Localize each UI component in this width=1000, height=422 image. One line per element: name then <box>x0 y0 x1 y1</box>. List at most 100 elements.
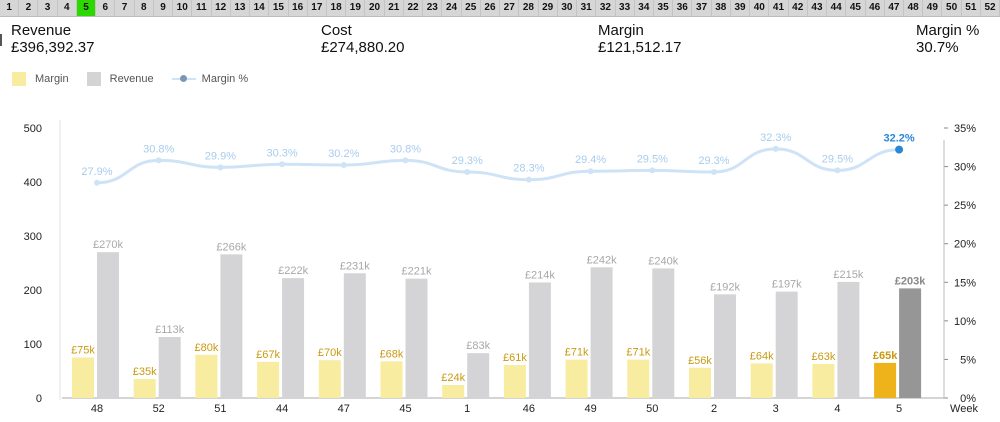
x-tick-label: 44 <box>276 403 288 415</box>
margin-bar-label: £65k <box>873 350 898 362</box>
margin-bar <box>133 379 156 398</box>
week-selector-item-11[interactable]: 11 <box>192 0 212 16</box>
margin-bar <box>318 360 341 398</box>
week-selector-item-47[interactable]: 47 <box>885 0 905 16</box>
margin-pct-label: 29.3% <box>698 155 729 167</box>
week-selector-item-44[interactable]: 44 <box>827 0 847 16</box>
week-selector-item-6[interactable]: 6 <box>96 0 116 16</box>
kpi-cost-label: Cost <box>321 22 352 39</box>
week-selector-item-29[interactable]: 29 <box>539 0 558 16</box>
margin-pct-point <box>772 145 779 152</box>
week-selector-item-32[interactable]: 32 <box>596 0 616 16</box>
revenue-bar <box>282 278 305 398</box>
week-selector-item-15[interactable]: 15 <box>269 0 289 16</box>
y2-tick-label: 0% <box>960 393 976 405</box>
week-selector-item-33[interactable]: 33 <box>616 0 635 16</box>
revenue-bar <box>899 288 922 398</box>
week-selector-item-20[interactable]: 20 <box>365 0 385 16</box>
kpi-margin-pct-label: Margin % <box>916 22 980 39</box>
margin-pct-point <box>155 157 162 164</box>
week-selector-item-49[interactable]: 49 <box>923 0 943 16</box>
y-tick-label: 500 <box>24 123 42 135</box>
week-selector-item-51[interactable]: 51 <box>962 0 981 16</box>
week-selector-item-30[interactable]: 30 <box>558 0 578 16</box>
week-selector-item-2[interactable]: 2 <box>19 0 39 16</box>
week-selector-item-9[interactable]: 9 <box>154 0 174 16</box>
y2-tick-label: 20% <box>954 239 976 251</box>
week-selector-item-10[interactable]: 10 <box>173 0 193 16</box>
week-selector-item-39[interactable]: 39 <box>731 0 751 16</box>
week-selector-item-28[interactable]: 28 <box>519 0 539 16</box>
week-selector-item-24[interactable]: 24 <box>442 0 462 16</box>
week-selector-item-7[interactable]: 7 <box>115 0 135 16</box>
legend-item-margin-pct[interactable]: Margin % <box>171 73 248 85</box>
week-selector-item-18[interactable]: 18 <box>327 0 347 16</box>
week-selector-item-36[interactable]: 36 <box>673 0 693 16</box>
week-selector-item-17[interactable]: 17 <box>308 0 327 16</box>
margin-pct-label: 29.3% <box>452 155 483 167</box>
week-selector-item-35[interactable]: 35 <box>654 0 674 16</box>
x-tick-label: 49 <box>584 403 596 415</box>
week-selector-item-14[interactable]: 14 <box>250 0 270 16</box>
revenue-bar-label: £242k <box>587 254 617 266</box>
revenue-bar-label: £240k <box>648 255 678 267</box>
revenue-bar <box>158 336 181 398</box>
margin-bar <box>442 385 465 398</box>
y-tick-label: 200 <box>24 285 42 297</box>
week-selector-item-41[interactable]: 41 <box>769 0 789 16</box>
week-selector-item-22[interactable]: 22 <box>404 0 424 16</box>
margin-pct-label: 29.4% <box>575 154 606 166</box>
week-selector-item-34[interactable]: 34 <box>635 0 654 16</box>
legend-item-revenue[interactable]: Revenue <box>86 72 154 86</box>
revenue-bar-label: £266k <box>216 241 246 253</box>
week-selector-item-25[interactable]: 25 <box>462 0 481 16</box>
y2-tick-label: 35% <box>954 123 976 135</box>
revenue-bar <box>343 273 366 398</box>
week-selector-item-37[interactable]: 37 <box>692 0 712 16</box>
y2-tick-label: 30% <box>954 162 976 174</box>
kpi-revenue-value: £396,392.37 <box>11 39 95 56</box>
week-selector-item-8[interactable]: 8 <box>135 0 154 16</box>
kpi-margin-pct: Margin % 30.7% <box>916 22 979 57</box>
week-selector-item-21[interactable]: 21 <box>385 0 404 16</box>
kpi-cost-value: £274,880.20 <box>321 39 405 56</box>
x-axis-title: Week <box>950 403 978 415</box>
x-tick-label: 51 <box>214 403 226 415</box>
week-selector-item-12[interactable]: 12 <box>212 0 231 16</box>
x-tick-label: 52 <box>153 403 165 415</box>
margin-bar-label: £68k <box>380 348 404 360</box>
week-selector-item-43[interactable]: 43 <box>808 0 828 16</box>
week-selector-item-13[interactable]: 13 <box>231 0 251 16</box>
margin-pct-point <box>340 162 347 169</box>
week-selector-item-46[interactable]: 46 <box>866 0 885 16</box>
revenue-bar-label: £83k <box>466 340 490 352</box>
week-selector-item-27[interactable]: 27 <box>500 0 520 16</box>
week-selector-item-26[interactable]: 26 <box>481 0 501 16</box>
week-selector-item-5[interactable]: 5 <box>76 0 97 16</box>
week-selector-item-50[interactable]: 50 <box>942 0 962 16</box>
x-tick-label: 5 <box>896 403 902 415</box>
margin-pct-point <box>217 164 224 171</box>
legend-item-margin[interactable]: Margin <box>12 72 69 86</box>
week-selector-item-19[interactable]: 19 <box>346 0 366 16</box>
revenue-bar <box>775 291 798 398</box>
margin-pct-label: 29.5% <box>822 153 853 165</box>
kpi-revenue: Revenue £396,392.37 <box>11 22 94 57</box>
week-selector-item-23[interactable]: 23 <box>423 0 443 16</box>
week-selector-item-38[interactable]: 38 <box>712 0 731 16</box>
week-selector-item-31[interactable]: 31 <box>577 0 597 16</box>
revenue-bar-label: £270k <box>93 239 123 251</box>
week-selector-item-48[interactable]: 48 <box>904 0 924 16</box>
week-selector-item-1[interactable]: 1 <box>0 0 20 16</box>
week-selector-item-4[interactable]: 4 <box>58 0 77 16</box>
revenue-bar <box>405 278 428 398</box>
week-selector-item-16[interactable]: 16 <box>289 0 308 16</box>
x-tick-label: 46 <box>523 403 535 415</box>
revenue-bar <box>837 281 860 398</box>
week-selector-item-40[interactable]: 40 <box>750 0 770 16</box>
week-selector-item-42[interactable]: 42 <box>789 0 808 16</box>
week-selector-item-45[interactable]: 45 <box>846 0 866 16</box>
week-selector-item-3[interactable]: 3 <box>38 0 58 16</box>
week-selector: 1 2 3 4 5 6 7 8 9 10 11 12 13 14 15 16 17 18 19 20 21 22 23 24 2… <box>0 0 1000 17</box>
